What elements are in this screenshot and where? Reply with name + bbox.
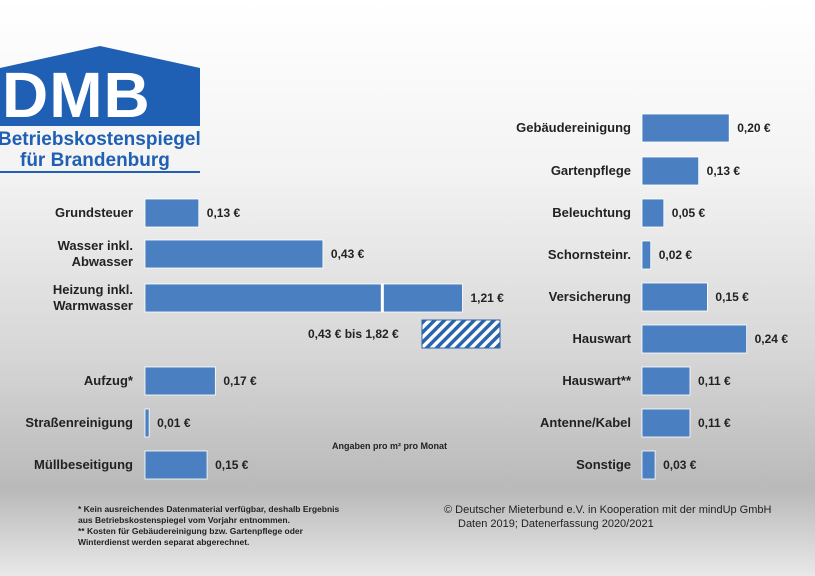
bar [641, 450, 656, 480]
category-label: Straßenreinigung [25, 415, 133, 430]
bar [144, 450, 208, 480]
value-label: 0,20 € [737, 121, 771, 135]
category-label: Hauswart** [562, 373, 631, 388]
category-label: Versicherung [548, 289, 631, 304]
bar [144, 408, 150, 438]
category-label: Antenne/Kabel [539, 415, 631, 430]
bar [641, 198, 665, 228]
footnote: ** Kosten für Gebäudereinigung bzw. Gart… [78, 526, 303, 547]
category-label: Wasser inkl. Abwasser [57, 238, 133, 269]
footnote: * Kein ausreichendes Datenmaterial verfü… [78, 504, 340, 525]
value-label: 0,11 € [697, 416, 731, 430]
credit: © Deutscher Mieterbund e.V. in Kooperati… [444, 504, 772, 516]
value-label: 0,24 € [754, 332, 788, 346]
value-label: 0,05 € [671, 206, 706, 220]
range-bar [421, 319, 501, 349]
bar [641, 113, 730, 143]
value-label: 0,02 € [658, 248, 693, 262]
value-label: 0,13 € [706, 164, 741, 178]
credit: Daten 2019; Datenerfassung 2020/2021 [458, 518, 654, 530]
category-label: Grundsteuer [54, 205, 133, 220]
bar [641, 324, 748, 354]
bar [641, 156, 700, 186]
range-label: 0,43 € bis 1,82 € [308, 327, 399, 341]
category-label: Gartenpflege [550, 163, 631, 178]
logo-title: Betriebskostenspiegel [0, 129, 201, 150]
logo-shape [0, 46, 200, 126]
bar [144, 198, 200, 228]
value-label: 0,13 € [206, 206, 241, 220]
value-label: 0,43 € [330, 247, 365, 261]
logo-subtitle: für Brandenburg [20, 150, 170, 171]
bar [641, 366, 691, 396]
category-label: Schornsteinr. [547, 247, 631, 262]
bar [144, 283, 463, 313]
category-label: Hauswart [572, 331, 631, 346]
value-label: 1,21 € [470, 291, 504, 305]
value-label: 0,17 € [223, 374, 257, 388]
category-label: Heizung inkl. Warmwasser [52, 282, 133, 313]
category-label: Sonstige [576, 457, 631, 472]
bar [641, 240, 652, 270]
bar [641, 282, 708, 312]
value-label: 0,01 € [157, 416, 191, 430]
logo-abbr: DMB [2, 59, 151, 131]
category-label: Müllbeseitigung [34, 457, 133, 472]
bar [144, 239, 324, 269]
value-label: 0,15 € [215, 458, 249, 472]
bar [144, 366, 216, 396]
category-label: Gebäudereinigung [516, 120, 631, 135]
value-label: 0,15 € [715, 290, 749, 304]
value-label: 0,03 € [663, 458, 697, 472]
category-label: Aufzug* [83, 373, 133, 388]
value-label: 0,11 € [697, 374, 731, 388]
bar [641, 408, 691, 438]
note: Angaben pro m² pro Monat [332, 441, 447, 451]
category-label: Beleuchtung [552, 205, 631, 220]
